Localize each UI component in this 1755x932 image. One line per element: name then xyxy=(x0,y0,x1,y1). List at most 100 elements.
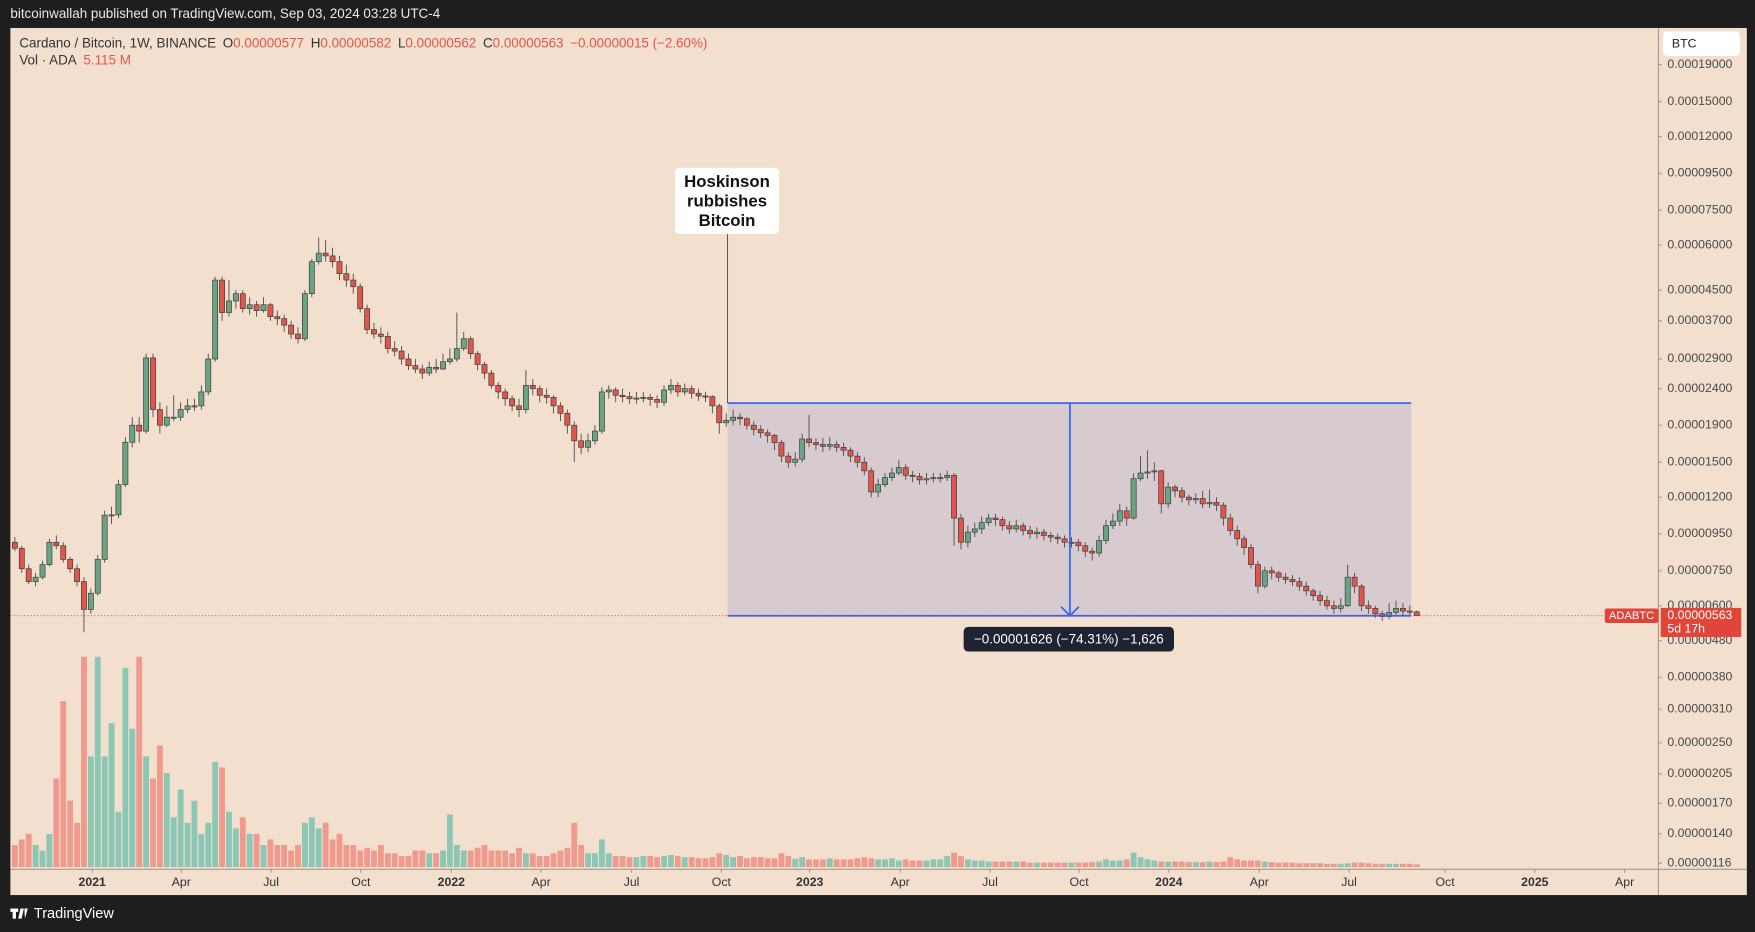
volume-bar xyxy=(536,856,543,868)
volume-bar xyxy=(592,853,598,868)
volume-bar xyxy=(964,859,971,868)
volume-bar xyxy=(1406,863,1413,868)
candle-body xyxy=(833,444,840,448)
candle-body xyxy=(94,558,101,594)
candle-body xyxy=(550,397,557,407)
volume-bar xyxy=(757,857,764,868)
candle-body xyxy=(308,261,315,295)
volume-bar xyxy=(1075,862,1082,868)
candle-body xyxy=(1289,579,1296,582)
volume-bar xyxy=(1324,863,1330,868)
volume-bar xyxy=(1199,862,1206,868)
candle-body xyxy=(1151,470,1158,473)
volume-bar xyxy=(129,728,136,868)
volume-bar xyxy=(1130,852,1137,868)
volume-bar xyxy=(212,761,219,868)
candle-body xyxy=(412,365,419,370)
plot: 0.00019000 0.00015000 0.00012000 0.00009500… xyxy=(10,57,1742,889)
volume-bar xyxy=(1013,861,1020,868)
candle-body xyxy=(640,397,647,399)
candle-body xyxy=(1185,496,1192,501)
volume-bar xyxy=(1123,859,1130,868)
candle-body xyxy=(122,441,129,485)
candle-body xyxy=(992,517,999,520)
volume-bar xyxy=(1296,863,1303,868)
candle-body xyxy=(1165,486,1172,505)
candle-body xyxy=(288,324,295,335)
ohlc-key: C xyxy=(483,35,493,50)
volume-bar xyxy=(1337,863,1344,868)
volume-bar xyxy=(509,853,516,868)
candle-body xyxy=(198,391,205,407)
volume-bar xyxy=(101,756,108,868)
candle-body xyxy=(143,357,150,432)
candle-body xyxy=(150,357,156,410)
x-tick-label: 2024 xyxy=(1155,875,1183,889)
x-tick-label: Jul xyxy=(982,875,998,889)
candle-body xyxy=(60,545,67,560)
candle-body xyxy=(1413,611,1420,617)
candle-body xyxy=(191,405,198,408)
volume-bar xyxy=(1185,862,1192,868)
volume-bar xyxy=(143,756,150,868)
candle-body xyxy=(1172,486,1178,492)
volume-bar xyxy=(1027,862,1033,868)
volume-bar xyxy=(598,839,605,868)
volume-bar xyxy=(813,859,819,868)
candle-body xyxy=(778,442,785,457)
x-tick-label: 2023 xyxy=(796,875,824,889)
volume-bar xyxy=(1179,861,1185,868)
volume-bar xyxy=(67,800,74,868)
volume-bar xyxy=(771,858,778,868)
x-tick-label: Apr xyxy=(1250,875,1269,889)
volume-bar xyxy=(668,854,674,868)
candle-body xyxy=(315,252,322,262)
x-tick-label: Jul xyxy=(1341,875,1357,889)
candle-body xyxy=(1351,576,1358,587)
volume-bar xyxy=(239,817,246,868)
volume-bar xyxy=(1365,863,1372,868)
candle-body xyxy=(398,350,405,360)
candle-body xyxy=(792,458,799,463)
candle-body xyxy=(695,392,702,397)
volume-bar xyxy=(958,856,964,868)
candle-body xyxy=(585,440,591,448)
candle-body xyxy=(571,424,578,442)
y-tick-label: 0.00019000 xyxy=(1667,57,1732,71)
volume-bar xyxy=(460,850,467,868)
x-tick-label: Oct xyxy=(351,875,371,889)
volume-bar xyxy=(612,856,619,868)
volume-bar xyxy=(1358,862,1365,868)
candle-body xyxy=(951,474,957,519)
candle-body xyxy=(1220,504,1227,519)
candle-body xyxy=(1192,498,1199,501)
candle-body xyxy=(916,476,923,481)
candle-body xyxy=(1255,564,1261,587)
candle-body xyxy=(1227,517,1234,531)
candle-body xyxy=(281,318,288,326)
volume-bar xyxy=(198,833,205,868)
volume-bar xyxy=(654,857,661,868)
candle-body xyxy=(39,564,46,578)
candle-body xyxy=(875,484,882,493)
volume-bar xyxy=(329,839,336,868)
volume-bar xyxy=(364,847,370,868)
candle-body xyxy=(626,396,633,400)
x-tick-label: Jul xyxy=(263,875,279,889)
candle-body xyxy=(1027,530,1033,535)
volume-bar xyxy=(640,856,647,868)
volume-bar xyxy=(281,844,288,868)
symbol-tag-label: ADABTC xyxy=(1609,610,1654,622)
volume-bar xyxy=(288,850,295,868)
candle-body xyxy=(1344,576,1351,607)
volume-bar xyxy=(350,844,357,868)
volume-bar xyxy=(371,850,377,868)
candle-body xyxy=(1400,608,1406,612)
volume-bar xyxy=(1372,863,1379,868)
y-tick-label: 0.00000170 xyxy=(1667,796,1732,810)
candle-body xyxy=(163,416,170,426)
candle-body xyxy=(1040,531,1047,536)
currency-button[interactable] xyxy=(1662,31,1741,56)
candle-body xyxy=(226,300,232,313)
